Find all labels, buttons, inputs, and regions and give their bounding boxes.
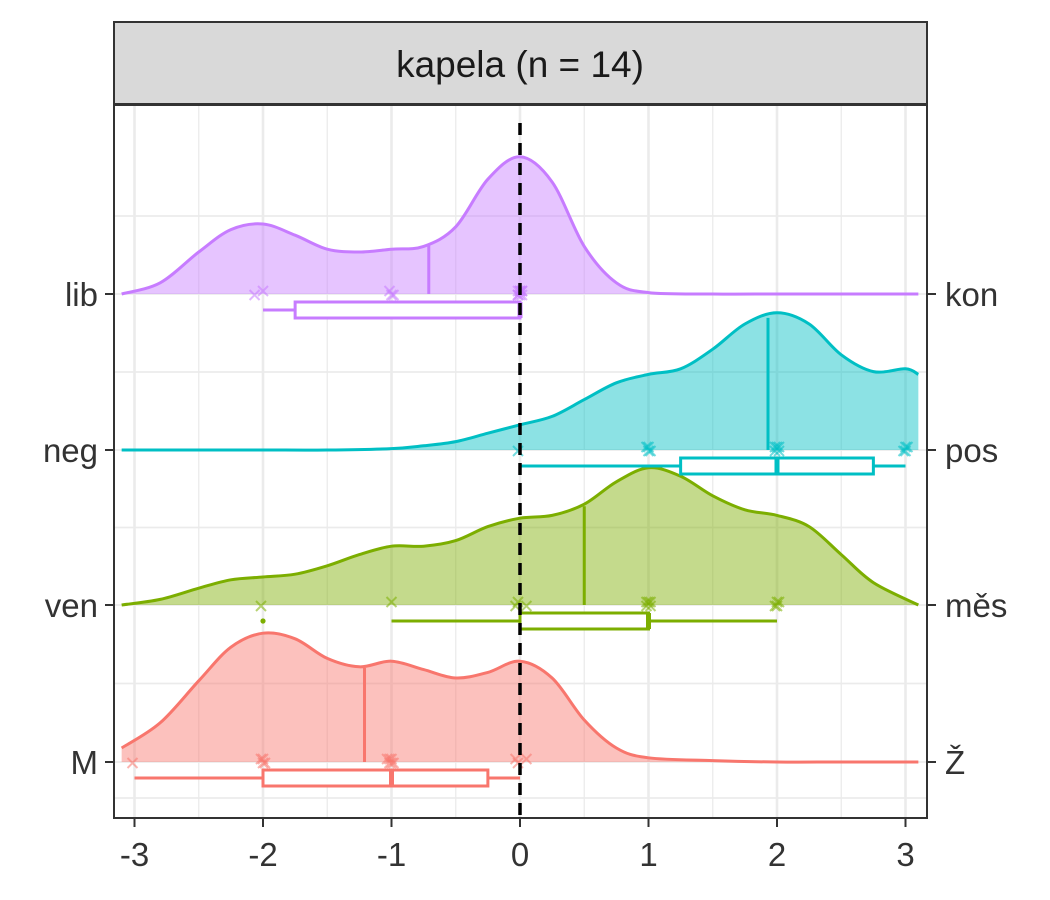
box-iqr bbox=[293, 300, 522, 320]
data-point bbox=[248, 289, 261, 301]
density-line bbox=[121, 311, 920, 452]
ridge-neg bbox=[121, 311, 920, 476]
y-left-label: M bbox=[71, 744, 99, 781]
y-right-label: měs bbox=[945, 587, 1007, 624]
x-tick-label: 0 bbox=[511, 836, 529, 873]
box-iqr bbox=[518, 611, 650, 631]
density-area bbox=[121, 467, 919, 605]
data-point bbox=[385, 289, 398, 301]
data-point bbox=[899, 441, 912, 453]
data-point bbox=[771, 596, 783, 608]
data-point bbox=[255, 600, 267, 612]
chart-title: kapela (n = 14) bbox=[396, 44, 644, 85]
density-area bbox=[121, 632, 919, 763]
density-line bbox=[121, 466, 920, 607]
data-point bbox=[642, 445, 655, 457]
x-tick-label: 2 bbox=[768, 836, 786, 873]
data-point bbox=[385, 596, 398, 608]
box-iqr bbox=[261, 768, 490, 788]
y-left-label: neg bbox=[43, 432, 98, 469]
data-point bbox=[126, 757, 139, 769]
density-area bbox=[121, 312, 919, 451]
y-right-label: kon bbox=[945, 276, 998, 313]
density-line bbox=[120, 631, 919, 764]
ridge-M bbox=[120, 631, 919, 788]
x-tick-label: 1 bbox=[639, 836, 657, 873]
y-left-label: ven bbox=[45, 587, 98, 624]
strip-background bbox=[113, 21, 928, 105]
x-tick-label: -2 bbox=[248, 836, 277, 873]
density-line bbox=[121, 155, 919, 296]
data-point bbox=[769, 441, 781, 453]
data-point bbox=[257, 285, 269, 297]
x-tick-label: -3 bbox=[120, 836, 149, 873]
data-point bbox=[640, 596, 653, 608]
data-point bbox=[520, 753, 533, 765]
box-outlier bbox=[260, 618, 266, 624]
x-tick-label: 3 bbox=[896, 836, 914, 873]
data-point bbox=[520, 600, 533, 612]
y-right-label: pos bbox=[945, 432, 998, 469]
x-tick-label: -1 bbox=[377, 836, 406, 873]
y-right-label: Ž bbox=[945, 744, 965, 781]
data-point bbox=[385, 757, 398, 769]
data-point bbox=[257, 757, 269, 769]
y-left-label: lib bbox=[65, 276, 98, 313]
